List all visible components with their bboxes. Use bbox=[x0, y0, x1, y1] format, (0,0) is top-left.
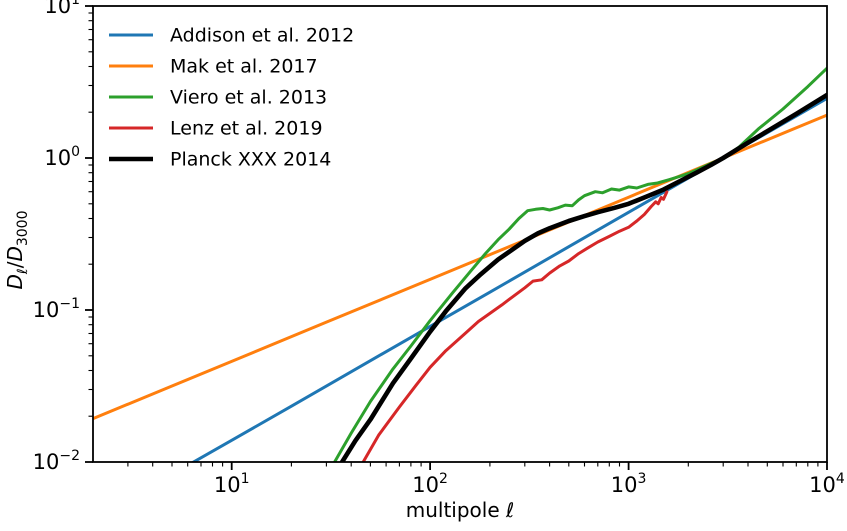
plot-area bbox=[93, 66, 827, 462]
y-tick-label: 10−1 bbox=[33, 296, 80, 322]
x-tick-label: 104 bbox=[809, 471, 845, 497]
legend: Addison et al. 2012 Mak et al. 2017 Viero … bbox=[109, 25, 354, 171]
series-line-planck-xxx-2014 bbox=[339, 92, 827, 462]
series-line-lenz-et-al-2019 bbox=[361, 190, 669, 462]
y-tick-label: 100 bbox=[44, 144, 80, 170]
y-tick-label: 101 bbox=[44, 0, 80, 18]
legend-label: Mak et al. 2017 bbox=[170, 56, 318, 78]
legend-label: Planck XXX 2014 bbox=[170, 149, 331, 171]
x-axis-label: multipole ℓ bbox=[406, 498, 515, 522]
x-tick-label: 103 bbox=[611, 471, 647, 497]
x-tick-label: 102 bbox=[412, 471, 448, 497]
legend-label: Viero et al. 2013 bbox=[170, 87, 327, 109]
y-axis-label: Dℓ/D3000 bbox=[3, 211, 31, 290]
series-line-viero-et-al-2013 bbox=[333, 66, 827, 462]
y-tick-label: 10−2 bbox=[33, 448, 80, 474]
legend-label: Addison et al. 2012 bbox=[170, 25, 354, 47]
legend-label: Lenz et al. 2019 bbox=[170, 118, 323, 140]
plot-border bbox=[92, 5, 828, 463]
x-tick-label: 101 bbox=[214, 471, 250, 497]
